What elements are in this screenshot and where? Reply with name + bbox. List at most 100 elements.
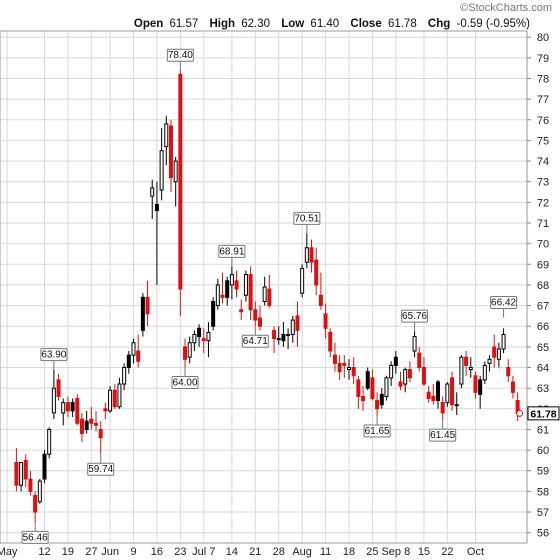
candle-up [84, 410, 89, 434]
candle-body [332, 354, 337, 364]
candle-body [51, 387, 56, 414]
x-tick-label: 23 [174, 546, 186, 558]
candle-up [206, 322, 211, 358]
candle-body [431, 395, 436, 402]
candle-up [290, 315, 295, 343]
candle-body [473, 375, 478, 393]
candle-body [342, 362, 347, 366]
open-label: Open [134, 18, 163, 30]
callout-box [293, 211, 321, 225]
x-tick-label: 21 [249, 546, 261, 558]
candle-body [65, 402, 70, 412]
candle-body [248, 274, 253, 311]
callout-box [21, 530, 49, 544]
x-tick-label: 18 [343, 546, 355, 558]
candle-down [234, 270, 239, 298]
candle-down [492, 334, 497, 368]
candle-down [267, 274, 272, 308]
candle-up [117, 377, 122, 409]
callout-box [429, 428, 457, 442]
candle-down [168, 119, 173, 193]
candle-down [253, 301, 258, 327]
last-price-box [527, 406, 560, 421]
open-value: 61.57 [169, 18, 198, 30]
candle-body [314, 259, 319, 286]
candle-up [70, 398, 75, 418]
callout-box [490, 296, 518, 310]
price-callout: 63.90 [40, 348, 68, 370]
candle-up [468, 357, 473, 378]
annotation-layer: 63.90 56.46 59.74 78.40 64.00 68.91 64.71 70.51… [21, 48, 518, 544]
candle-body [506, 367, 511, 377]
candle-up [192, 330, 197, 351]
y-tick-label: 75 [537, 135, 549, 147]
candle-down [14, 448, 19, 492]
candle-up [276, 326, 281, 345]
y-tick-label: 65 [537, 342, 549, 354]
low-label: Low [281, 18, 304, 30]
candle-up [393, 351, 398, 374]
candle-up [197, 324, 202, 347]
candle-body [122, 367, 127, 385]
candle-body [192, 333, 197, 344]
candle-body [262, 286, 267, 302]
candle-body [337, 362, 342, 373]
callout-label: 65.76 [402, 311, 427, 322]
y-tick-label: 67 [537, 301, 549, 313]
candle-body [379, 393, 384, 406]
candle-body [253, 309, 258, 321]
candle-up [131, 338, 136, 364]
candle-body [117, 383, 122, 408]
brand-watermark: ©StockCharts.com [460, 2, 552, 14]
candle-body [393, 356, 398, 366]
candle-body [84, 420, 89, 430]
candle-up [187, 336, 192, 364]
candle-up [501, 328, 506, 354]
price-callout: 64.00 [171, 367, 199, 390]
candle-down [257, 305, 262, 331]
candle-body [94, 422, 99, 426]
candle-body [468, 367, 473, 371]
ohlc-header: Open 61.57 High 62.30 Low 61.40 Close 61… [134, 18, 530, 30]
candle-up [150, 179, 155, 219]
candle-up [164, 115, 169, 166]
candle-body [454, 404, 459, 407]
candle-body [33, 495, 38, 513]
candle-up [229, 266, 234, 300]
candle-down [103, 402, 108, 420]
callout-label: 56.46 [23, 532, 48, 543]
candle-up [459, 355, 464, 389]
callout-label: 70.51 [294, 213, 319, 224]
y-tick-label: 78 [537, 73, 549, 85]
candle-down [295, 301, 300, 347]
candle-down [272, 326, 277, 354]
candle-up [389, 361, 394, 387]
price-callout: 56.46 [21, 522, 49, 544]
x-tick-label: 11 [320, 546, 331, 558]
candle-body [276, 338, 281, 341]
candle-body [286, 333, 291, 336]
x-tick-label: 15 [418, 546, 430, 558]
candle-up [215, 278, 220, 310]
candle-body [267, 288, 272, 307]
candle-body [421, 367, 426, 385]
x-tick-label: Jul 7 [192, 546, 215, 558]
candle-layer [14, 70, 520, 523]
candle-down [328, 328, 333, 358]
candle-down [314, 247, 319, 296]
candle-body [131, 342, 136, 356]
x-tick-label: 14 [226, 546, 238, 558]
candle-down [23, 454, 28, 488]
candle-body [61, 402, 66, 414]
candle-down [407, 361, 412, 382]
candle-up [211, 297, 216, 331]
last-price-marker: 61.78 [516, 406, 560, 421]
candle-up [51, 369, 56, 420]
callout-box [171, 376, 199, 390]
y-tick-label: 79 [537, 53, 549, 65]
candle-body [225, 280, 230, 298]
candle-body [290, 319, 295, 335]
candle-body [346, 367, 351, 371]
